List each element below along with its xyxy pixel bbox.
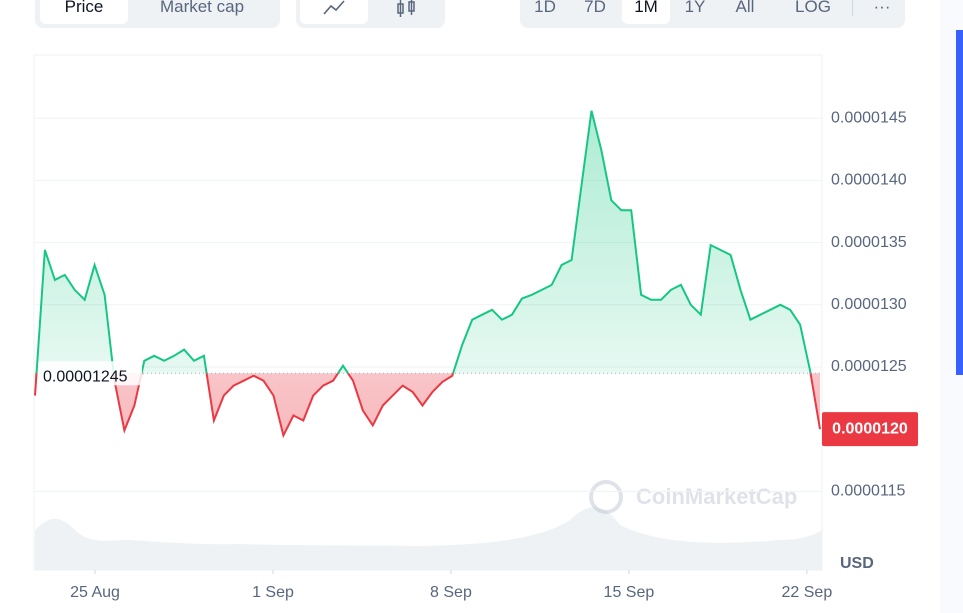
- range-button[interactable]: LOG: [795, 0, 831, 16]
- line-icon: [323, 0, 345, 15]
- candle-chart-button[interactable]: [372, 0, 440, 24]
- y-tick-label: 0.0000145: [831, 109, 907, 126]
- range-button[interactable]: 1Y: [684, 0, 706, 16]
- tab-button[interactable]: Price: [40, 0, 128, 24]
- current-price-label: 0.0000120: [832, 420, 908, 437]
- sidebar: [940, 0, 963, 613]
- separator: [852, 0, 853, 16]
- line-chart-button[interactable]: [300, 0, 368, 24]
- sidebar-card: [956, 30, 963, 375]
- watermark: CoinMarketCap: [589, 480, 797, 514]
- more-button[interactable]: ···: [873, 0, 891, 16]
- watermark-text: CoinMarketCap: [636, 484, 797, 509]
- x-tick-label: 15 Sep: [604, 584, 655, 601]
- current-price-tag: [822, 412, 918, 447]
- baseline-label: 0.00001245: [43, 368, 128, 385]
- range-button[interactable]: 7D: [584, 0, 606, 16]
- x-tick-label: 22 Sep: [782, 584, 833, 601]
- price-line-down: [34, 373, 821, 439]
- y-tick-label: 0.0000125: [831, 358, 907, 375]
- y-tick-label: 0.0000130: [831, 296, 907, 313]
- y-tick-label: 0.0000140: [831, 172, 907, 189]
- x-tick-label: 25 Aug: [70, 584, 120, 601]
- area-down: [35, 373, 820, 436]
- range-button[interactable]: All: [735, 0, 755, 16]
- y-tick-label: 0.0000135: [831, 234, 907, 251]
- price-line-up: [35, 110, 812, 374]
- volume-area: [35, 507, 822, 570]
- chart: CoinMarketCap USD 0.0000115 0.0000125 0.00…: [33, 54, 918, 601]
- tab-button[interactable]: Market cap: [159, 0, 245, 16]
- range-group: [520, 0, 905, 28]
- range-button[interactable]: 1M: [622, 0, 670, 24]
- y-tick-label: 0.0000115: [831, 483, 906, 500]
- x-tick-label: 1 Sep: [252, 584, 294, 601]
- baseline-label-box: [38, 361, 142, 386]
- area-up: [35, 110, 820, 374]
- range-button[interactable]: 1D: [534, 0, 556, 16]
- x-tick-label: 8 Sep: [430, 584, 472, 601]
- candle-icon: [397, 0, 415, 17]
- currency-label: USD: [840, 555, 874, 572]
